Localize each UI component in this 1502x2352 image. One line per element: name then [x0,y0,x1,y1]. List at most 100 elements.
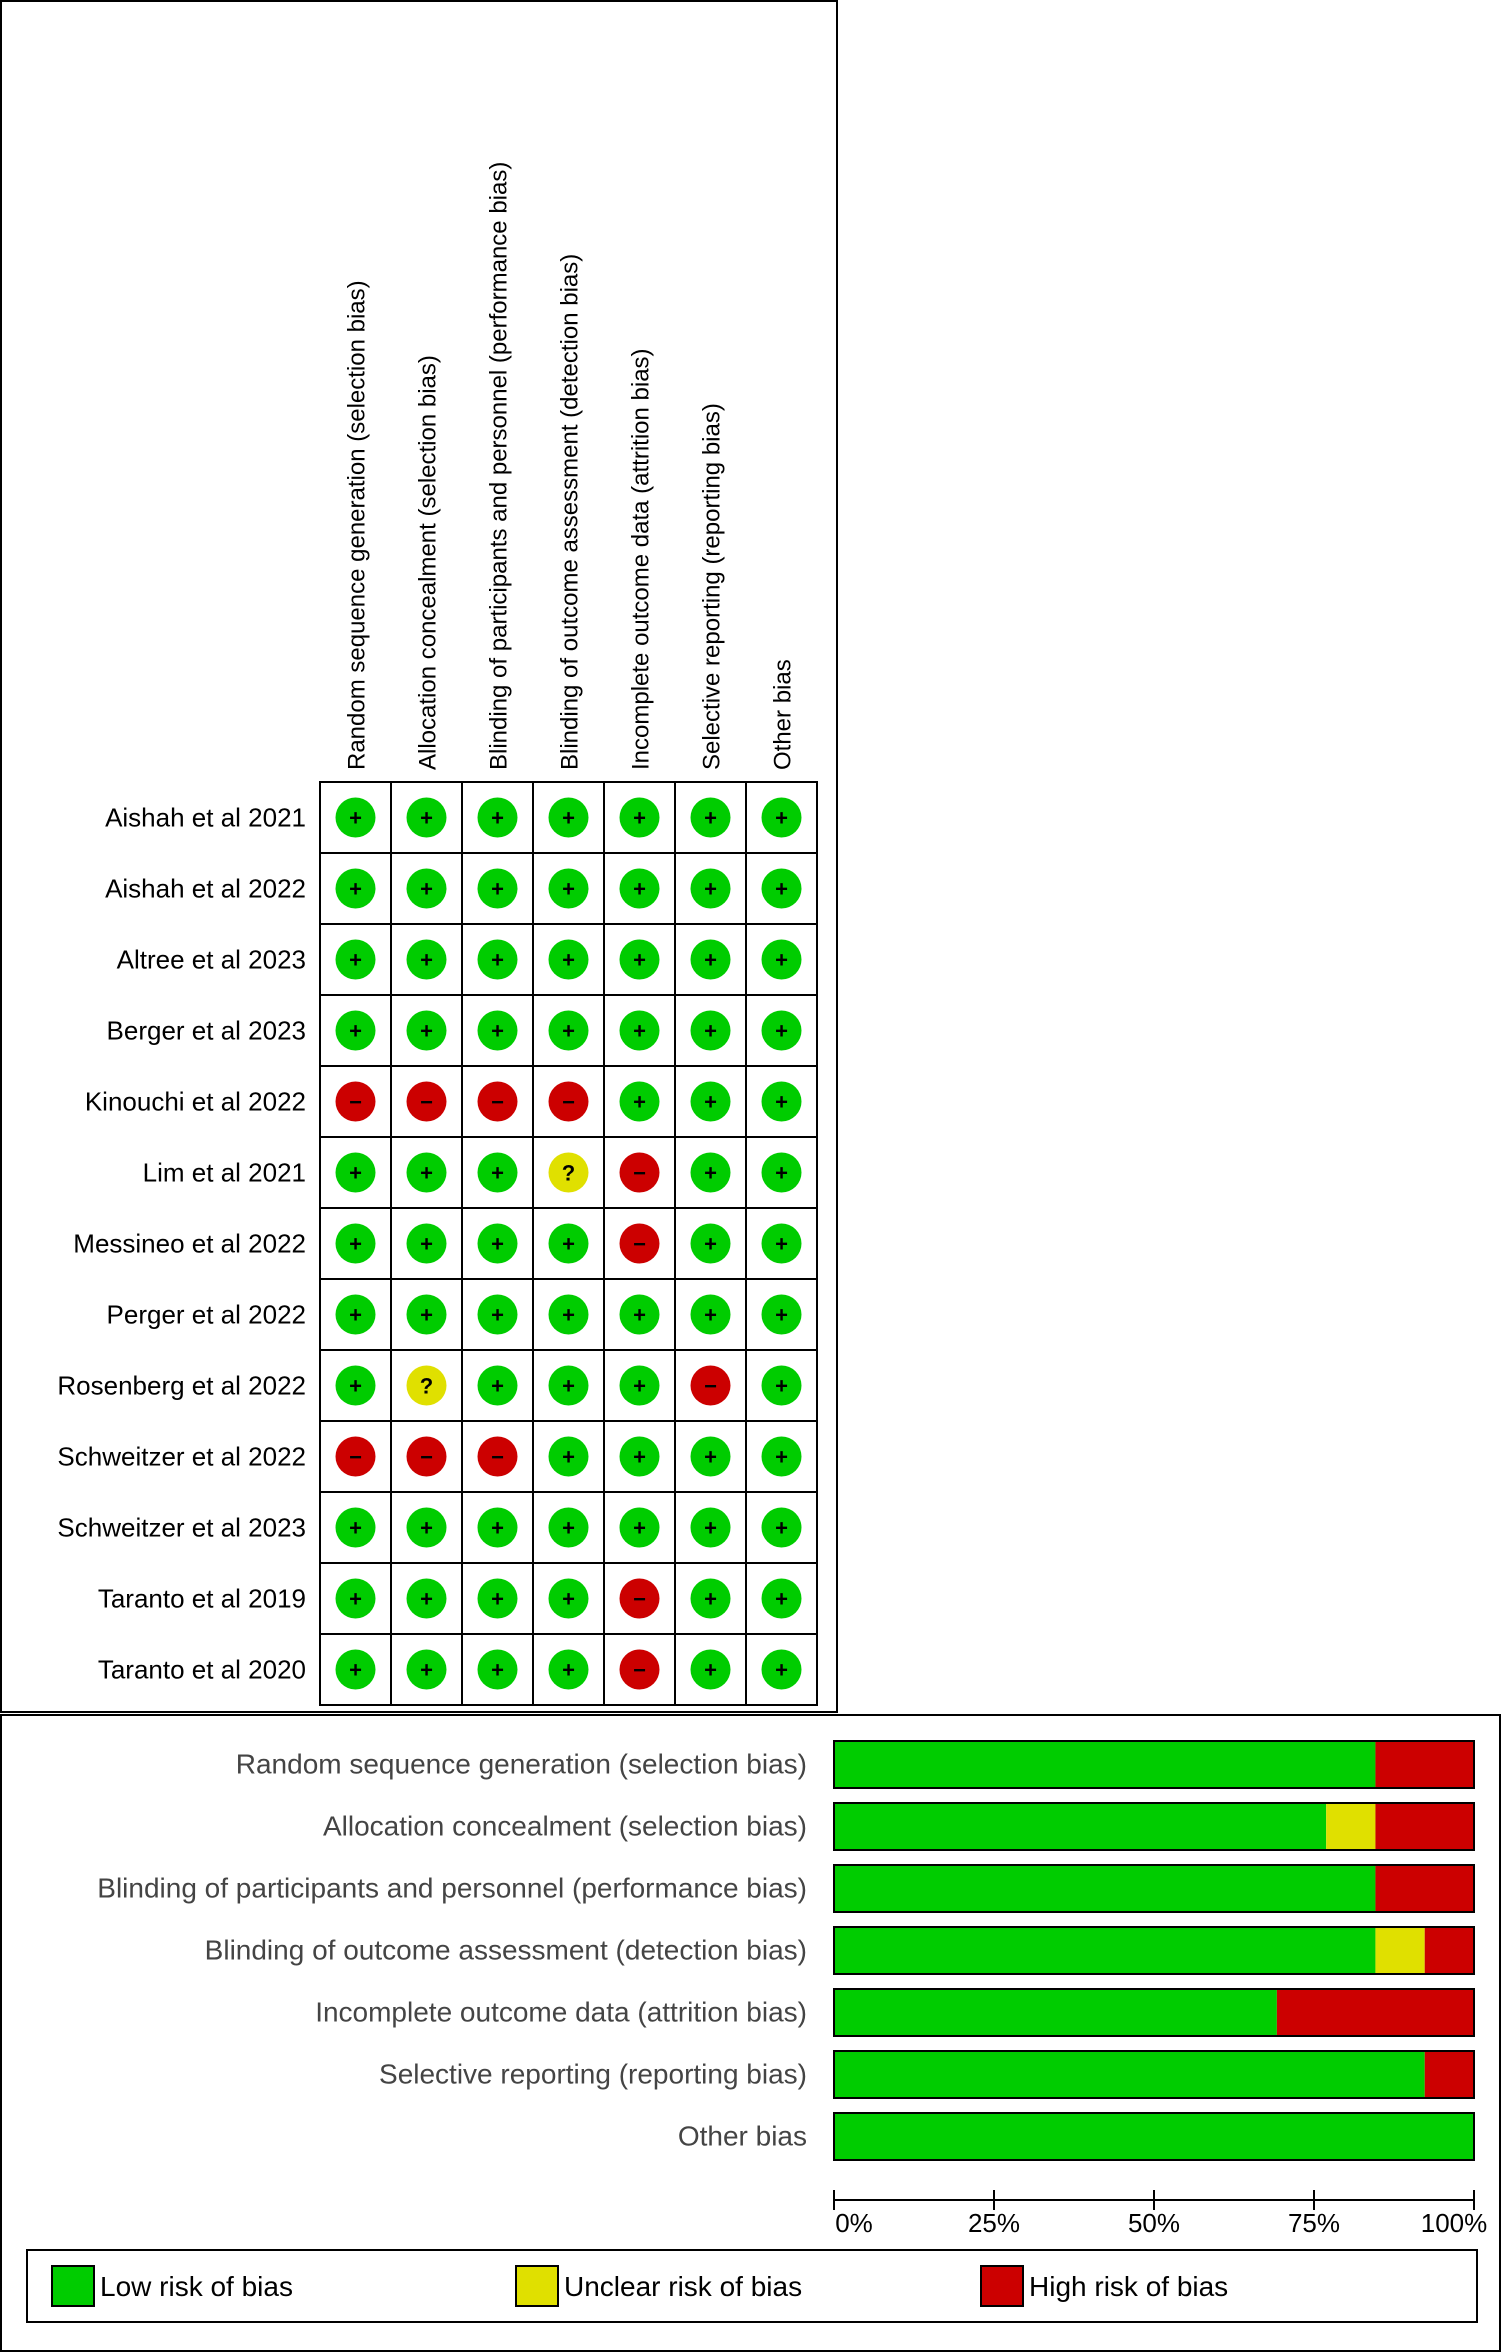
judgement-symbol: − [420,1445,433,1470]
judgement-symbol: + [420,1019,433,1044]
judgement-symbol: + [562,877,575,902]
judgement-low-marker [761,939,802,980]
bar-outline [833,1864,1475,1913]
legend-label: Low risk of bias [100,2271,293,2302]
domain-column-header: Selective reporting (reporting bias) [699,403,726,770]
judgement-symbol: + [633,1303,646,1328]
judgement-low-marker [548,797,589,838]
judgement-low-marker [335,1294,376,1335]
judgement-low-marker [690,1294,731,1335]
judgement-low-marker [619,939,660,980]
judgement-symbol: − [633,1658,646,1683]
summary-panel-border [0,0,838,1713]
judgement-low-marker [335,1507,376,1548]
graph-category-label: Allocation concealment (selection bias) [323,1811,807,1842]
judgement-symbol: + [704,1090,717,1115]
x-tick-label: 25% [968,2208,1020,2238]
judgement-symbol: + [349,1658,362,1683]
judgement-low-marker [335,1649,376,1690]
judgement-low-marker [690,1081,731,1122]
judgement-high-marker [619,1223,660,1264]
judgement-symbol: + [491,948,504,973]
judgement-low-marker [477,1010,518,1051]
judgement-low-marker [548,1294,589,1335]
judgement-low-marker [690,939,731,980]
judgement-symbol: ? [420,1374,433,1399]
judgement-low-marker [548,1649,589,1690]
judgement-symbol: + [775,877,788,902]
low-risk-segment [834,2051,1425,2098]
judgement-symbol: + [562,1374,575,1399]
judgement-symbol: + [775,1516,788,1541]
judgement-symbol: + [491,1374,504,1399]
judgement-symbol: − [491,1445,504,1470]
x-tick-label: 75% [1288,2208,1340,2238]
domain-column-header: Blinding of outcome assessment (detectio… [557,254,584,770]
judgement-symbol: + [349,806,362,831]
judgement-low-marker [477,1507,518,1548]
judgement-symbol: + [775,806,788,831]
judgement-symbol: + [775,1658,788,1683]
judgement-symbol: + [420,1161,433,1186]
judgement-symbol: + [349,877,362,902]
judgement-high-marker [619,1649,660,1690]
judgement-low-marker [619,1010,660,1051]
judgement-symbol: − [633,1161,646,1186]
judgement-low-marker [619,1294,660,1335]
judgement-high-marker [406,1081,447,1122]
judgement-symbol: + [491,1232,504,1257]
high-risk-segment [1375,1865,1474,1912]
judgement-low-marker [548,1436,589,1477]
high-risk-segment [1375,1741,1474,1788]
judgement-low-marker [548,1507,589,1548]
judgement-symbol: + [491,1161,504,1186]
judgement-symbol: − [349,1090,362,1115]
bar-outline [833,1740,1475,1789]
judgement-symbol: + [420,1587,433,1612]
judgement-symbol: + [775,1019,788,1044]
judgement-symbol: + [491,1303,504,1328]
judgement-low-marker [690,1578,731,1619]
low-risk-segment [834,1927,1376,1974]
judgement-low-marker [548,1010,589,1051]
judgement-symbol: + [491,1019,504,1044]
judgement-low-marker [406,797,447,838]
legend-swatch [980,2265,1024,2307]
judgement-symbol: − [633,1232,646,1257]
domain-column-header: Incomplete outcome data (attrition bias) [628,348,655,770]
judgement-low-marker [477,939,518,980]
judgement-low-marker [335,868,376,909]
bar-outline [833,2112,1475,2161]
judgement-low-marker [690,1436,731,1477]
study-label: Aishah et al 2021 [105,803,306,833]
judgement-symbol: + [349,1374,362,1399]
graph-category-label: Other bias [678,2121,807,2152]
judgement-symbol: + [491,1658,504,1683]
judgement-symbol: + [633,1445,646,1470]
judgement-symbol: + [562,948,575,973]
judgement-symbol: + [562,1019,575,1044]
graph-category-label: Blinding of participants and personnel (… [97,1873,807,1904]
legend-swatch [51,2265,95,2307]
judgement-symbol: − [420,1090,433,1115]
judgement-low-marker [335,1578,376,1619]
judgement-low-marker [761,1294,802,1335]
judgement-symbol: + [704,806,717,831]
judgement-low-marker [690,1223,731,1264]
high-risk-segment [1424,2051,1474,2098]
judgement-low-marker [335,1152,376,1193]
judgement-high-marker [406,1436,447,1477]
judgement-low-marker [406,1578,447,1619]
bar-outline [833,2050,1475,2099]
judgement-symbol: + [775,1303,788,1328]
judgement-symbol: + [704,1445,717,1470]
legend [26,2249,1478,2323]
study-label: Berger et al 2023 [107,1016,306,1046]
study-label: Taranto et al 2019 [98,1584,306,1614]
judgement-low-marker [477,1365,518,1406]
judgement-low-marker [690,1507,731,1548]
low-risk-segment [834,2113,1474,2160]
judgement-high-marker [690,1365,731,1406]
judgement-symbol: + [633,1090,646,1115]
